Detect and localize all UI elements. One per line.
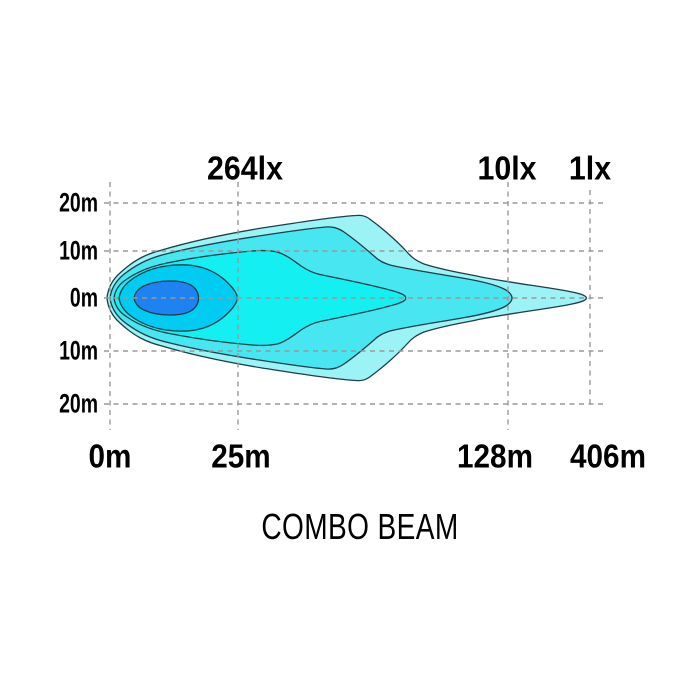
x-tick-406m: 406m [570,437,646,475]
x-tick-128m: 128m [457,437,533,475]
y-tick-10m-top: 10m [59,235,98,266]
chart-title: COMBO BEAM [261,506,459,547]
beam-region-core-264lx [133,280,200,316]
lux-label-264lx: 264lx [207,149,283,187]
y-tick-10m-bottom: 10m [59,335,98,366]
x-tick-0m: 0m [88,437,132,475]
y-tick-0m: 0m [69,282,98,313]
x-tick-25m: 25m [211,437,271,475]
y-tick-20m-top: 20m [59,187,98,218]
lux-label-10lx: 10lx [477,149,537,187]
lux-label-1lx: 1lx [568,149,612,187]
y-tick-20m-bottom: 20m [59,388,98,419]
